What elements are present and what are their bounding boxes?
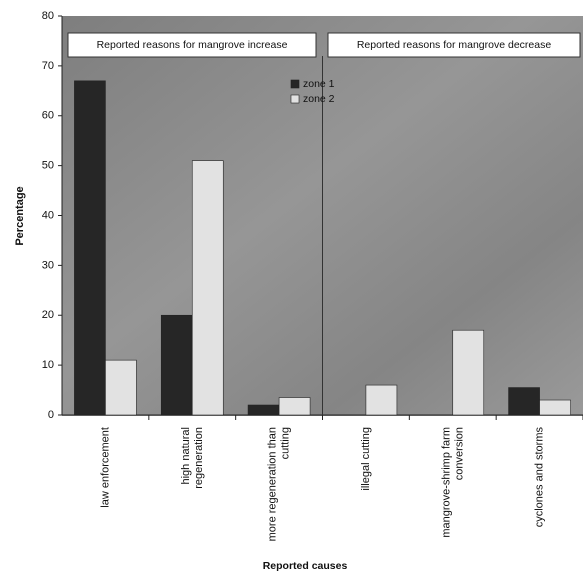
bar: [161, 315, 192, 415]
x-tick-label: more regeneration thancutting: [266, 427, 291, 541]
legend-label: zone 2: [303, 93, 335, 105]
y-tick-label: 70: [42, 60, 54, 72]
y-tick-label: 0: [48, 409, 54, 421]
annotation: Reported reasons for mangrove decrease: [357, 39, 552, 51]
x-axis-label: Reported causes: [263, 560, 348, 572]
y-tick-label: 30: [42, 259, 54, 271]
bar: [453, 330, 484, 415]
bar: [366, 385, 397, 415]
bar: [248, 405, 279, 415]
y-tick-label: 50: [42, 160, 54, 172]
annotation: Reported reasons for mangrove increase: [97, 39, 288, 51]
x-tick-label: cyclones and storms: [533, 427, 545, 528]
bar: [74, 81, 105, 415]
x-tick-label: illegal cutting: [360, 427, 372, 491]
chart: Percentage Reported causes 0 10 20 30 40 50 60…: [0, 0, 583, 573]
legend-swatch: [291, 95, 299, 103]
bar: [279, 398, 310, 415]
bar: [192, 161, 223, 415]
bar: [540, 400, 571, 415]
legend-label: zone 1: [303, 78, 335, 90]
bar: [509, 388, 540, 415]
bar: [105, 360, 136, 415]
y-axis-label: Percentage: [14, 186, 26, 245]
y-tick-label: 20: [42, 309, 54, 321]
y-tick-label: 40: [42, 209, 54, 221]
y-tick-label: 10: [42, 359, 54, 371]
x-tick-label: law enforcement: [99, 427, 111, 508]
y-tick-label: 80: [42, 10, 54, 22]
y-tick-label: 60: [42, 110, 54, 122]
x-tick-label: high naturalregeneration: [180, 427, 205, 489]
legend-swatch: [291, 80, 299, 88]
x-tick-label: mangrove-shrimp farmconversion: [440, 427, 465, 538]
